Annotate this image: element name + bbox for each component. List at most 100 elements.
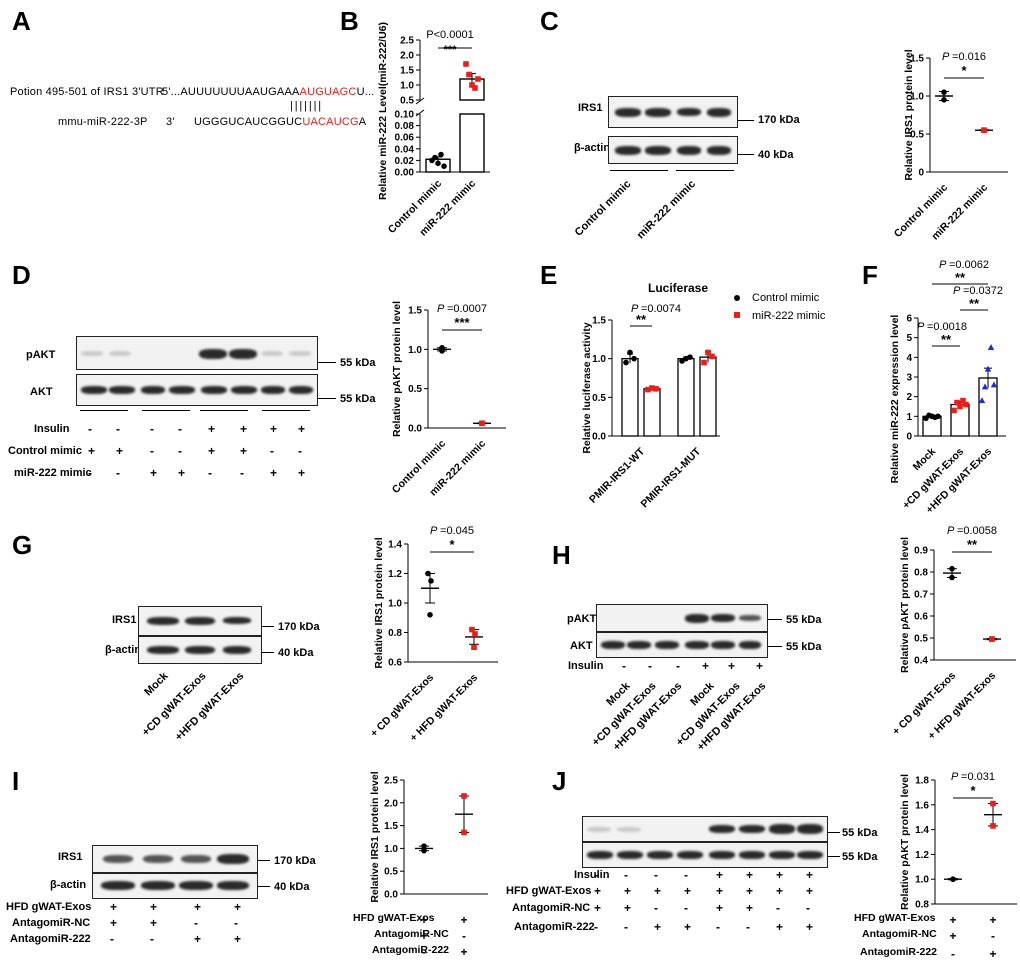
chart-h-ytick-label-2: 0.6	[914, 612, 928, 623]
chart-e-point-1-0-1	[649, 385, 655, 391]
chart-e-point-0-1-2	[687, 354, 693, 360]
blot-d-control-label: Control mimic	[8, 445, 82, 457]
blot-j-nc-label: AntagomiR-NC	[512, 902, 591, 914]
chart-d-ytick-label-0: 0.0	[408, 424, 422, 435]
rowsJ-sign-3-5: -	[746, 920, 750, 934]
chart-f-point-1-2	[957, 403, 963, 410]
chart-b-ytick-l-label-5: 0.10	[395, 110, 415, 121]
chart-h-ylabel: Relative pAKT protein level	[899, 537, 911, 673]
chart-i-ytick-label-3: 1.5	[384, 821, 398, 832]
rowsJ-sign-0-5: +	[746, 868, 754, 882]
blot-i-irs1	[92, 845, 258, 873]
blot-c-irs1-label: IRS1	[578, 102, 603, 114]
chart-b-point-0-1	[432, 154, 438, 161]
chart-i-point-1-1	[461, 793, 467, 799]
blot-g-irs1	[138, 606, 262, 636]
panel-label-e: E	[540, 260, 558, 290]
chart-f-ytick-label-4: 4	[906, 353, 912, 364]
rowsJ-sign-0-6: +	[776, 868, 784, 882]
chart-f-ylabel: Relative miR-222 expression level	[889, 315, 901, 484]
blot-g-kda-40: 40 kDa	[278, 647, 314, 659]
chart-j-sign-nc-1: -	[991, 929, 995, 943]
rowsH-sign-0-1: -	[648, 659, 652, 673]
panel-label-a: A	[12, 6, 31, 36]
chart-e-sig: **	[636, 312, 647, 327]
chart-j-ytick-label-1: 1.0	[915, 875, 929, 886]
chart-i-sign-nc-0: +	[420, 929, 427, 943]
chart-c-ylabel: Relative IRS1 protein level	[903, 49, 915, 180]
chart-e-bar-1-0	[643, 388, 661, 437]
rowsJ-sign-3-7: +	[806, 920, 814, 934]
chart-g-point-0-2	[427, 612, 433, 618]
chart-g-ytick-label-1: 0.8	[388, 628, 402, 639]
chart-e-ylabel: Relative luciferase activity	[581, 322, 593, 453]
chart-b-ylabel: Relative miR-222 Level(miR-222/U6)	[377, 22, 389, 200]
chart-b-ytick-u-label-0: 0.5	[400, 96, 414, 107]
legend-control: Control mimic	[752, 292, 820, 304]
chart-b-point-1-2	[469, 82, 475, 88]
blot-j-222-label: AntagomiR-222	[514, 921, 595, 933]
rowsI-sign-0-2: +	[194, 900, 202, 914]
chart-b-ytick-u-label-3: 2.0	[400, 51, 414, 62]
chart-e-point-1-0-2	[653, 386, 659, 392]
blot-d-kda-55b: 55 kDa	[340, 393, 376, 405]
chart-j-x-hfd: HFD gWAT-Exos	[854, 912, 936, 924]
rowsD-sign-0-0: -	[88, 422, 92, 436]
blot-i-actin-label: β-actin	[50, 879, 87, 891]
blot-j-insulin-label: Insulin	[574, 869, 610, 881]
rowsJ-sign-3-1: -	[624, 920, 628, 934]
chart-b-point-1-4	[475, 76, 481, 82]
panel-label-b: B	[340, 6, 359, 36]
chart-d-ylabel: Relative pAKT protein level	[391, 301, 403, 437]
chart-f-pvalue-0: P =0.0062	[939, 259, 989, 271]
chart-f-point-2-0	[978, 397, 986, 404]
chart-b-ytick-l-label-3: 0.06	[395, 133, 415, 144]
chart-b-ytick-u-label-1: 1.0	[400, 81, 414, 92]
chart-c-pvalue: P =0.016	[942, 51, 986, 63]
chart-c-sig: *	[961, 63, 967, 78]
rowsD-sign-1-2: -	[150, 444, 154, 458]
chart-d-point-0-1	[439, 344, 445, 351]
chart-d-ytick-label-3: 1.5	[408, 306, 422, 317]
blot-c-actin	[608, 136, 738, 164]
rowsI-sign-0-0: +	[110, 900, 118, 914]
panel-label-j: J	[552, 766, 567, 796]
chart-b-point-1-0	[463, 61, 469, 67]
chart-e-ytick-label-1: 0.5	[592, 393, 606, 404]
rowsJ-sign-1-6: +	[776, 884, 784, 898]
chart-i-x-nc: AntagomiR-NC	[374, 928, 449, 940]
rowsJ-sign-1-7: +	[806, 884, 814, 898]
chart-j-pvalue: P =0.031	[951, 771, 995, 783]
rowsJ-sign-0-3: -	[684, 868, 688, 882]
blot-g-irs1-label: IRS1	[112, 614, 137, 626]
chart-c-ytick-label-3: 1.5	[910, 54, 924, 65]
chart-c-point-0-1	[941, 89, 947, 95]
blot-d-kda-55a: 55 kDa	[340, 357, 376, 369]
rowsI-sign-1-2: -	[194, 916, 198, 930]
blot-d-insulin-label: Insulin	[34, 423, 70, 435]
rowsD-sign-0-7: +	[298, 422, 306, 436]
chart-j-point-1-1	[990, 800, 996, 807]
chart-h-point-0-1	[949, 565, 955, 572]
chart-f-point-2-4	[990, 381, 998, 388]
chart-i-sign-222-0: -	[422, 945, 426, 959]
rowsJ-sign-2-1: +	[624, 901, 632, 915]
rowsI-sign-2-1: -	[150, 932, 154, 946]
rowsD-sign-2-3: +	[178, 466, 186, 480]
rowsJ-sign-1-3: +	[684, 884, 692, 898]
rowsJ-sign-3-4: -	[716, 920, 720, 934]
rowsJ-sign-2-7: -	[806, 901, 810, 915]
rowsJ-sign-1-1: +	[624, 884, 632, 898]
blot-j-kda-55b: 55 kDa	[842, 851, 878, 863]
blot-i-nc-label: AntagomiR-NC	[12, 917, 91, 929]
chart-h-ytick-label-4: 0.8	[914, 568, 928, 579]
chart-i-ytick-label-5: 2.5	[384, 776, 398, 787]
chart-g-ytick-label-3: 1.2	[388, 569, 402, 580]
rowsD-sign-0-2: -	[150, 422, 154, 436]
rowsJ-sign-1-4: +	[716, 884, 724, 898]
chart-e-point-1-1-0	[701, 359, 707, 366]
rowsJ-sign-0-0: -	[594, 868, 598, 882]
chart-h-point-0-0	[949, 574, 955, 581]
mirna-prime: 3'	[166, 116, 175, 128]
chart-b-ytick-l-label-1: 0.02	[395, 156, 415, 167]
